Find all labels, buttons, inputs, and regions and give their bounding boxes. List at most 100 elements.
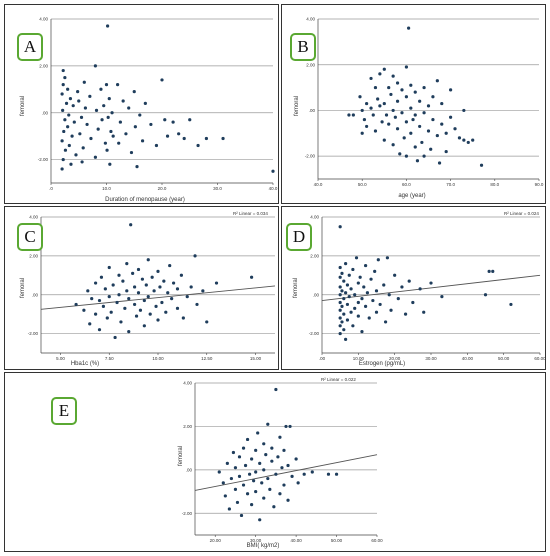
data-point-a: [140, 139, 145, 143]
data-point-e: [262, 442, 266, 446]
data-point-e: [266, 476, 270, 481]
data-point-a: [63, 148, 68, 152]
data-point-b: [404, 95, 408, 99]
x-tick-label-a: 30.0: [213, 186, 222, 191]
data-point-b: [387, 85, 391, 90]
data-point-c: [86, 289, 90, 293]
data-point-e: [231, 450, 236, 455]
data-point-a: [204, 136, 208, 141]
r-squared-label-c: R² Linear = 0.034: [233, 211, 268, 216]
data-point-c: [121, 279, 125, 283]
data-point-a: [118, 120, 122, 124]
data-point-e: [270, 446, 274, 450]
panel-label-d: D: [286, 223, 312, 251]
data-point-b: [471, 138, 475, 142]
data-point-a: [132, 90, 136, 94]
data-point-e: [258, 461, 262, 465]
y-tick-label-a: 4.00: [39, 17, 48, 22]
data-point-b: [431, 117, 435, 122]
data-point-b: [422, 85, 426, 90]
data-point-c: [94, 312, 98, 316]
data-point-b: [462, 138, 466, 142]
data-point-a: [78, 132, 82, 136]
data-point-b: [373, 129, 378, 133]
data-point-e: [270, 459, 274, 463]
data-point-b: [409, 83, 413, 87]
data-point-a: [66, 125, 70, 129]
y-tick-label-a: 2.00: [39, 63, 48, 68]
data-point-a: [143, 101, 147, 105]
data-point-d: [338, 265, 342, 270]
data-point-a: [106, 24, 110, 28]
y-tick-label-b: 4.00: [306, 17, 315, 22]
data-point-a: [121, 99, 125, 103]
data-point-b: [404, 120, 408, 124]
data-point-e: [290, 474, 294, 478]
fit-line-c: [40, 285, 276, 310]
r-squared-label-e: R² Linear = 0.022: [321, 377, 356, 382]
data-point-c: [162, 279, 166, 283]
data-point-d: [382, 283, 386, 287]
y-tick-label-e: -2.00: [182, 511, 193, 516]
data-point-b: [422, 111, 426, 115]
data-point-d: [360, 297, 364, 301]
data-point-a: [105, 148, 109, 152]
data-point-a: [79, 115, 84, 119]
data-point-b: [422, 154, 426, 158]
data-point-c: [164, 310, 168, 314]
data-point-a: [177, 132, 181, 136]
data-point-a: [61, 68, 65, 73]
x-axis-label-d: Estrogen (pg/mL): [358, 361, 406, 367]
data-point-b: [466, 140, 470, 145]
data-point-c: [103, 287, 107, 291]
y-axis-label-b: femoral: [294, 95, 301, 117]
data-point-a: [135, 165, 139, 169]
data-point-e: [250, 503, 254, 507]
data-point-a: [93, 64, 97, 68]
data-point-c: [117, 293, 121, 297]
data-point-b: [462, 108, 466, 113]
data-point-e: [245, 492, 250, 496]
data-point-b: [362, 117, 367, 122]
data-point-d: [342, 279, 346, 283]
data-point-d: [360, 330, 364, 334]
x-tick-label-d: .00: [319, 356, 326, 361]
data-point-b: [393, 115, 397, 119]
data-point-b: [457, 136, 462, 140]
data-point-b: [426, 104, 431, 108]
data-point-d: [422, 310, 426, 314]
y-tick-label-a: -2.00: [38, 157, 49, 162]
data-point-e: [221, 481, 225, 485]
data-point-a: [81, 146, 85, 150]
x-tick-label-b: 90.0: [535, 182, 544, 187]
data-point-e: [272, 505, 276, 509]
data-point-a: [60, 167, 64, 171]
data-point-c: [142, 298, 146, 303]
data-point-a: [165, 134, 170, 138]
data-point-d: [344, 291, 348, 295]
data-point-d: [385, 256, 389, 260]
data-point-c: [179, 273, 183, 277]
data-point-a: [116, 83, 120, 87]
data-point-d: [362, 285, 366, 289]
data-point-b: [435, 79, 439, 83]
data-point-e: [233, 466, 238, 470]
data-point-a: [160, 78, 164, 82]
data-point-b: [402, 136, 406, 140]
data-point-d: [367, 316, 371, 320]
data-point-e: [237, 474, 242, 478]
data-point-c: [107, 295, 111, 299]
data-point-d: [393, 273, 397, 277]
data-point-c: [125, 262, 129, 266]
data-point-a: [64, 101, 69, 105]
data-point-a: [102, 104, 106, 108]
data-point-e: [276, 455, 280, 459]
data-point-b: [404, 65, 408, 69]
x-tick-label-e: 30.00: [250, 538, 262, 543]
data-point-b: [435, 133, 439, 138]
data-point-e: [334, 472, 339, 476]
data-point-b: [418, 124, 422, 129]
data-point-d: [349, 287, 353, 291]
data-point-a: [61, 83, 65, 87]
data-point-a: [80, 160, 84, 164]
